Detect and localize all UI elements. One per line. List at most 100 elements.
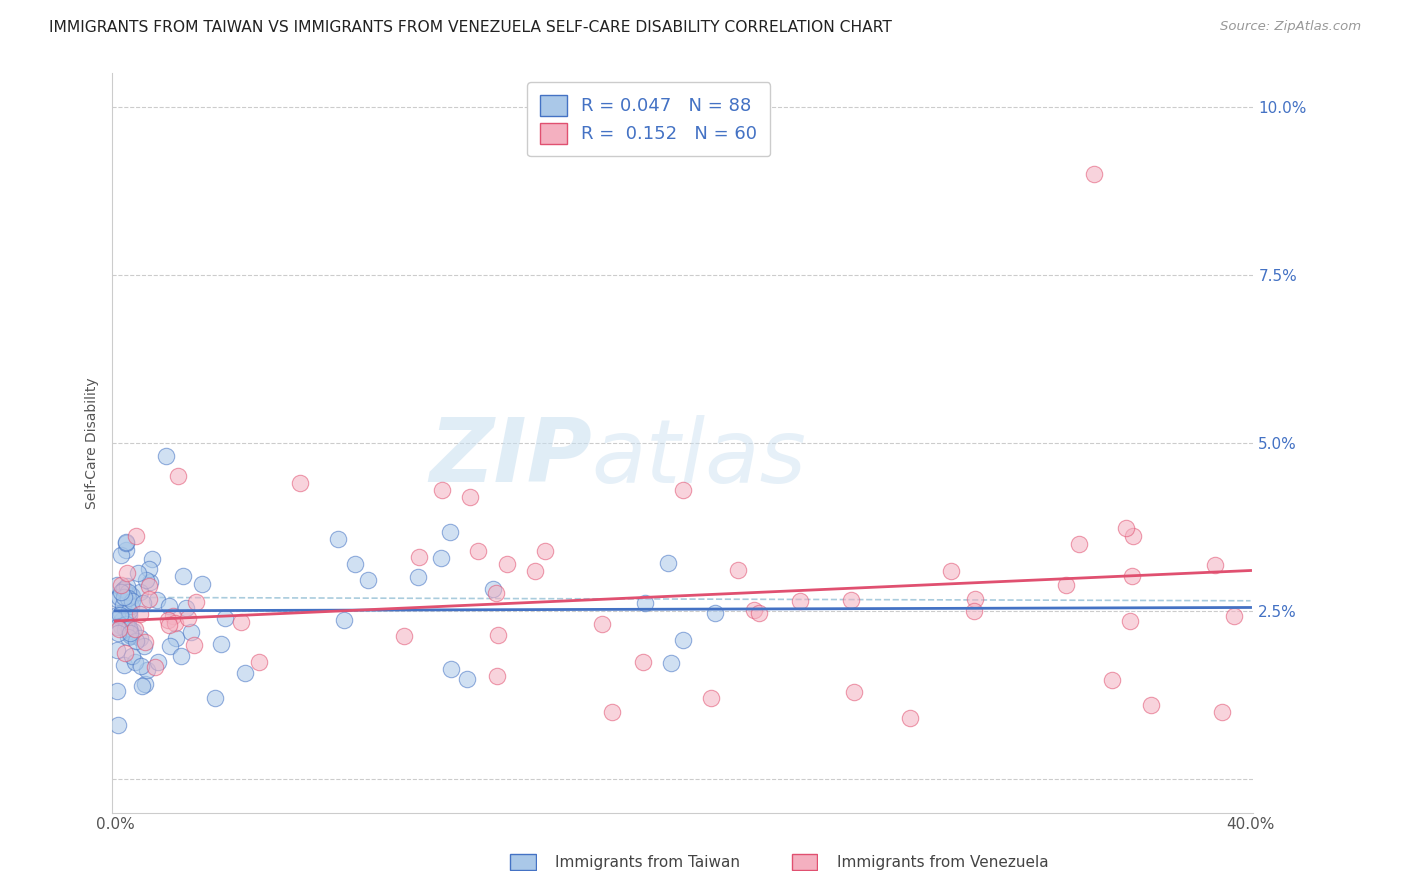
Point xyxy=(105,578,128,592)
Point xyxy=(1083,167,1105,181)
Point xyxy=(1204,558,1226,572)
Point xyxy=(105,642,128,657)
Point xyxy=(408,549,430,564)
Point xyxy=(1211,705,1233,719)
Point xyxy=(110,548,132,562)
Point xyxy=(159,640,181,654)
Point xyxy=(1115,521,1137,535)
Point xyxy=(125,633,148,648)
Point xyxy=(124,622,146,636)
Point xyxy=(138,592,160,607)
Point xyxy=(634,596,657,610)
Point xyxy=(118,621,141,635)
Text: Source: ZipAtlas.com: Source: ZipAtlas.com xyxy=(1220,20,1361,33)
Text: Immigrants from Taiwan: Immigrants from Taiwan xyxy=(555,855,741,870)
Point xyxy=(117,591,139,605)
Text: Immigrants from Venezuela: Immigrants from Venezuela xyxy=(837,855,1049,870)
Point xyxy=(186,595,208,609)
Point xyxy=(440,661,463,675)
Point xyxy=(229,615,252,630)
Point xyxy=(120,599,142,613)
Point xyxy=(486,627,509,641)
Point xyxy=(394,629,416,643)
Point xyxy=(1101,673,1123,687)
Point xyxy=(107,626,129,640)
Point xyxy=(110,585,132,599)
Point xyxy=(939,564,962,578)
Point xyxy=(481,582,503,597)
Point xyxy=(111,598,134,612)
Point xyxy=(115,536,138,550)
Point xyxy=(467,543,489,558)
Point xyxy=(344,557,367,571)
Point xyxy=(357,573,380,587)
Point xyxy=(111,613,134,627)
Point xyxy=(898,711,921,725)
Point xyxy=(141,552,163,566)
Point xyxy=(132,596,155,610)
Point xyxy=(105,607,128,622)
Point xyxy=(1140,698,1163,712)
Point xyxy=(131,679,153,693)
Point xyxy=(534,543,557,558)
Point xyxy=(155,449,177,463)
Text: ZIP: ZIP xyxy=(429,414,592,501)
Point xyxy=(117,613,139,627)
Text: IMMIGRANTS FROM TAIWAN VS IMMIGRANTS FROM VENEZUELA SELF-CARE DISABILITY CORRELA: IMMIGRANTS FROM TAIWAN VS IMMIGRANTS FRO… xyxy=(49,20,891,35)
Point xyxy=(183,638,205,652)
Point xyxy=(659,657,682,671)
Point xyxy=(118,628,141,642)
Point xyxy=(209,637,232,651)
Point xyxy=(963,604,986,618)
Point xyxy=(107,590,129,604)
Point xyxy=(145,592,167,607)
Point xyxy=(1122,529,1144,543)
Point xyxy=(125,529,148,543)
Point xyxy=(108,622,131,636)
Point xyxy=(1054,577,1077,591)
Point xyxy=(138,579,160,593)
Point xyxy=(127,566,149,580)
Point xyxy=(118,604,141,618)
Point xyxy=(748,607,770,621)
Point xyxy=(128,631,150,645)
Point xyxy=(439,524,461,539)
Point xyxy=(120,588,142,602)
Point xyxy=(112,582,135,597)
Point xyxy=(328,533,350,547)
Point xyxy=(157,599,180,614)
Point xyxy=(110,606,132,620)
Point xyxy=(131,658,153,673)
Point xyxy=(112,583,135,598)
Point xyxy=(110,578,132,592)
Point xyxy=(174,600,197,615)
Point xyxy=(157,618,180,632)
Point xyxy=(430,483,453,497)
Point xyxy=(135,574,157,588)
Point xyxy=(120,629,142,643)
Point xyxy=(631,656,654,670)
Point xyxy=(496,558,519,572)
Point xyxy=(134,635,156,649)
Point xyxy=(214,611,236,625)
Point xyxy=(1119,615,1142,629)
Point xyxy=(204,691,226,706)
Point xyxy=(114,616,136,631)
Point xyxy=(1067,537,1090,551)
Point xyxy=(233,665,256,680)
Point xyxy=(288,476,311,491)
Point xyxy=(842,685,865,699)
Point xyxy=(134,639,156,653)
Point xyxy=(120,624,142,638)
Point xyxy=(1121,569,1143,583)
Point xyxy=(138,575,160,590)
Point xyxy=(841,592,863,607)
Point xyxy=(117,579,139,593)
Point xyxy=(458,490,481,504)
Point xyxy=(165,616,187,631)
Point xyxy=(430,551,453,566)
Point xyxy=(105,591,128,606)
Point xyxy=(177,611,200,625)
Point xyxy=(135,663,157,677)
Point xyxy=(121,593,143,607)
